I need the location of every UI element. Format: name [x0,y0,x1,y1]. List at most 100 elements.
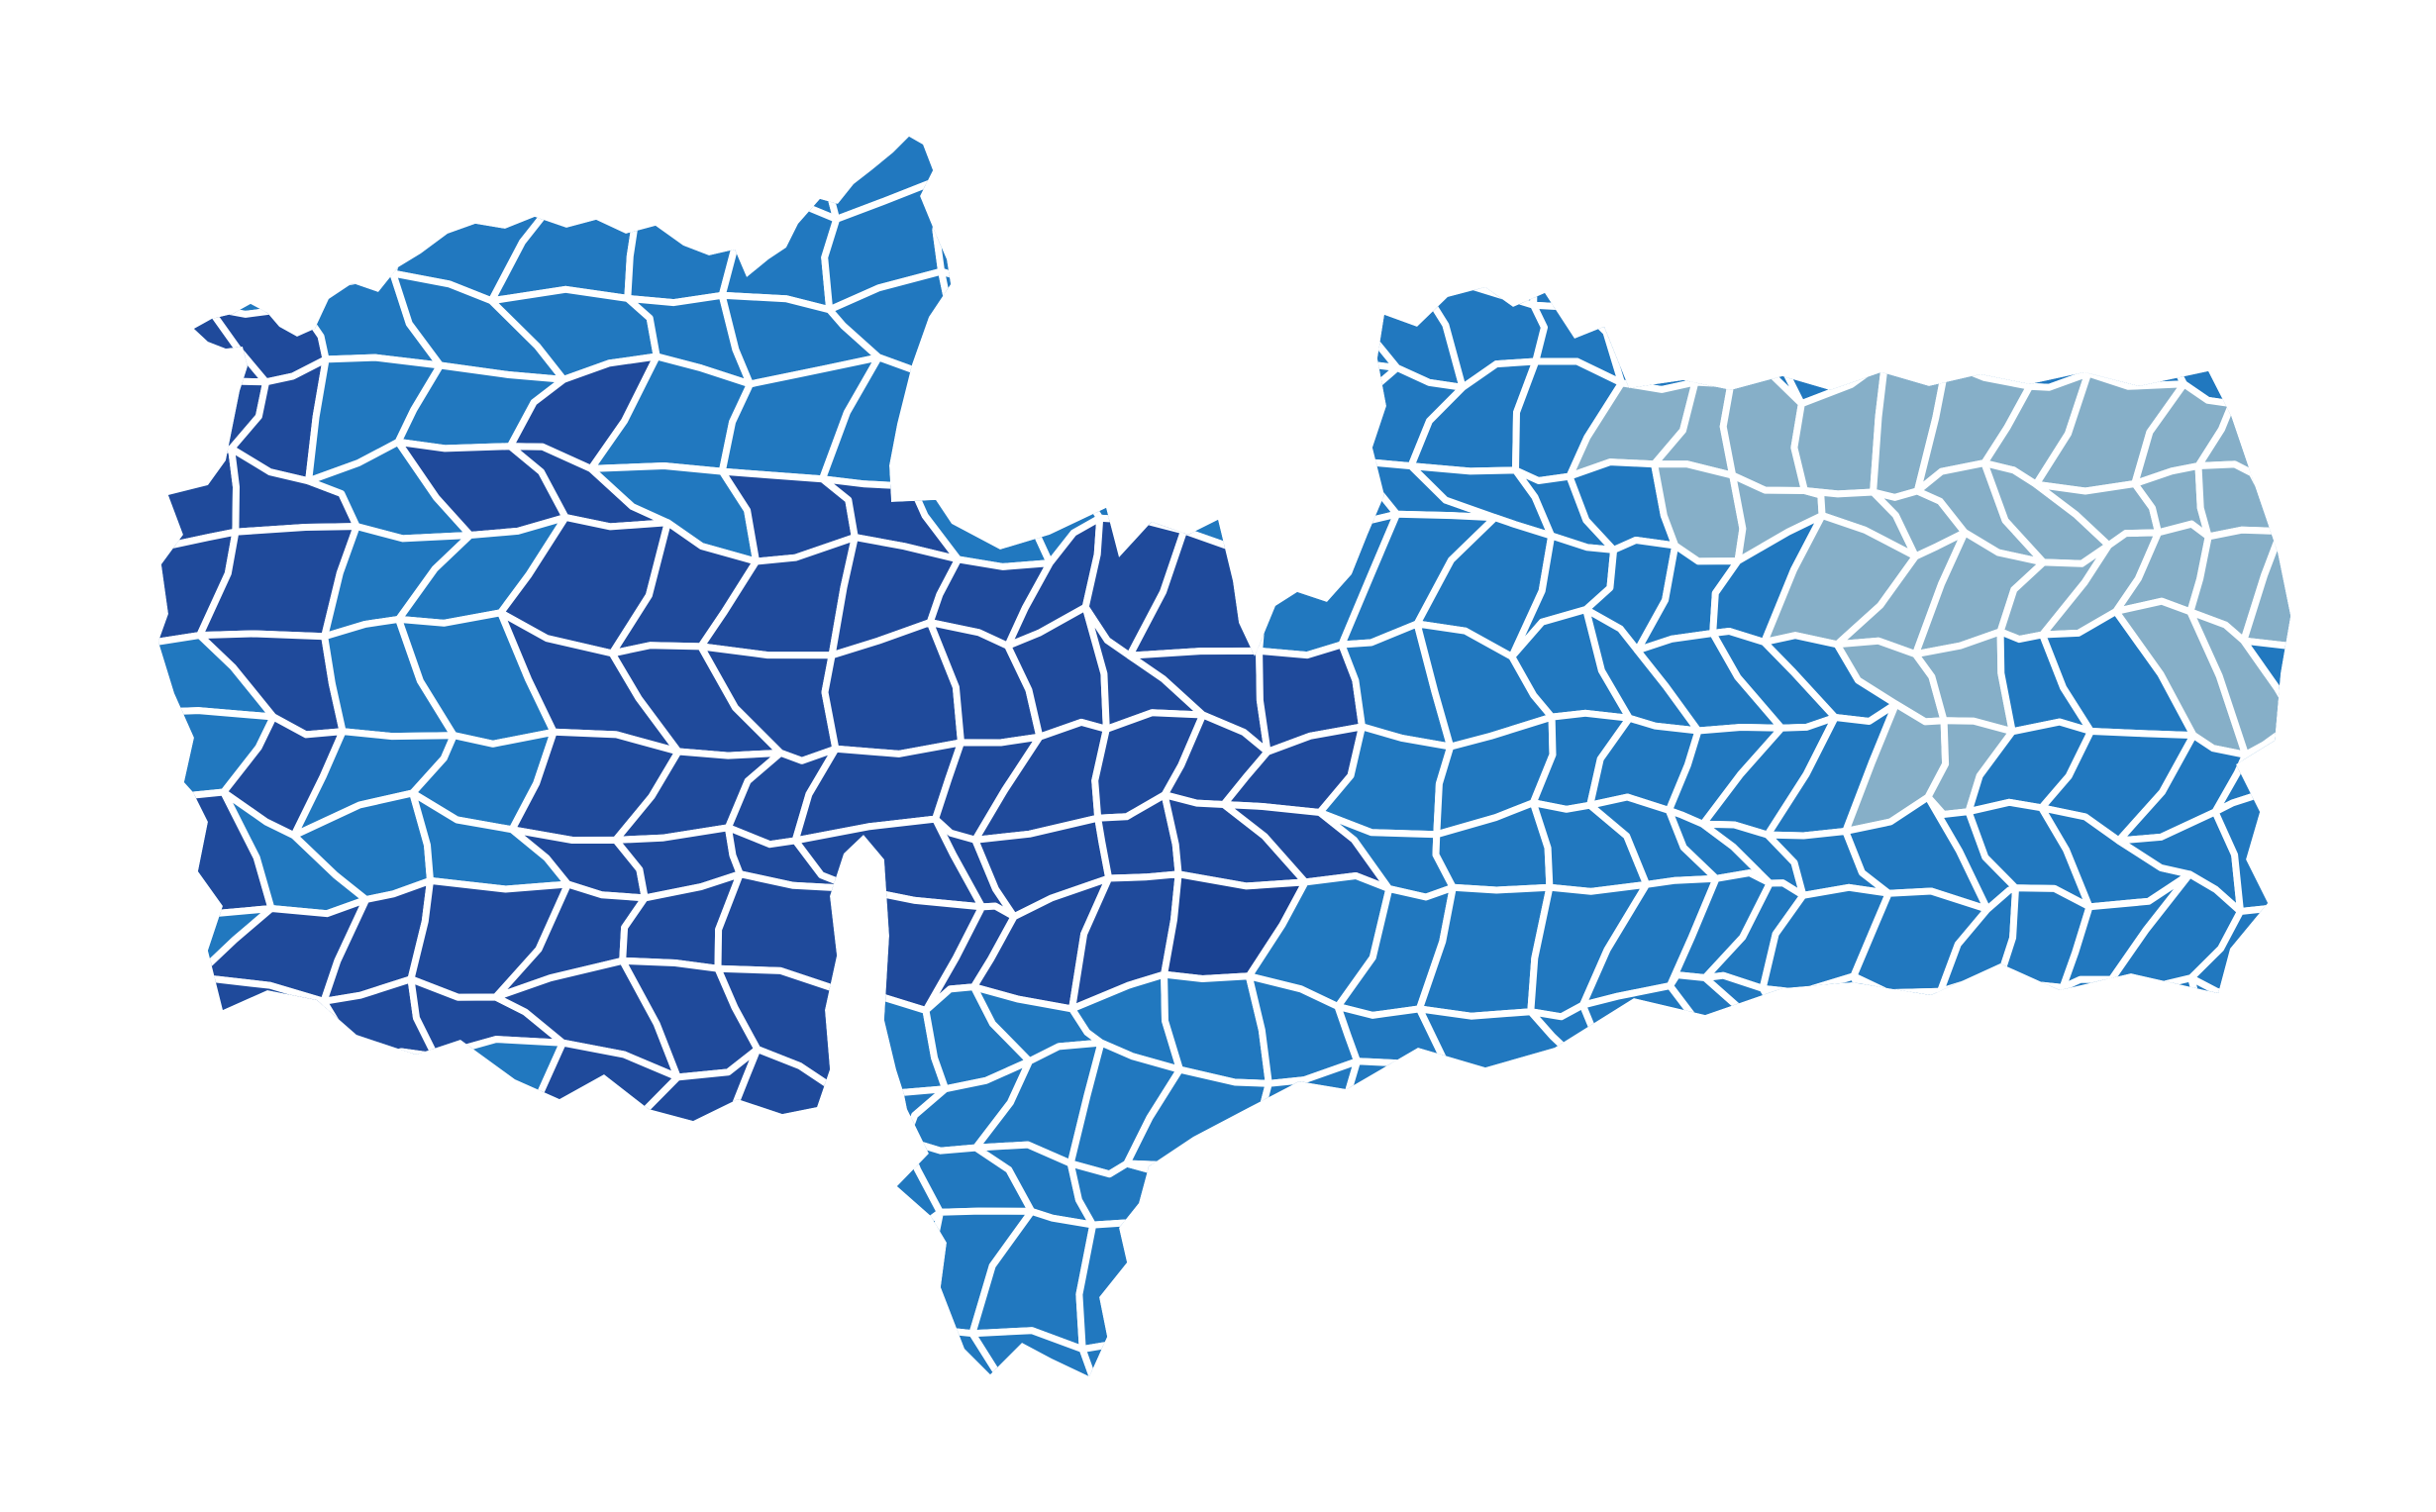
municipality-cell [840,1137,944,1255]
municipality-cell [1142,356,1272,495]
municipality-cell [2140,1206,2242,1333]
municipality-cell [1044,137,1171,198]
municipality-cell [187,1056,364,1176]
municipality-cell [2107,974,2225,1095]
municipality-cell [1445,1204,1573,1318]
municipality-cell [999,190,1126,316]
municipality-cell [1253,1309,1384,1376]
municipality-cell [938,267,1057,406]
municipality-cell [1054,449,1188,535]
municipality-cell [2069,1154,2175,1254]
municipality-cell [205,201,330,318]
municipality-cell [1864,290,1951,375]
municipality-cell [2272,1228,2290,1330]
municipality-cell [528,1297,665,1376]
municipality-cell [417,1143,572,1251]
municipality-cell [1530,167,1609,311]
municipality-cell [1999,1120,2126,1254]
municipality-cell [1128,1320,1291,1376]
municipality-cell [415,1297,559,1376]
municipality-cell [1253,1204,1382,1343]
municipality-cell [1584,1059,1725,1168]
municipality-cell [1417,137,1546,217]
municipality-cell [2153,1135,2242,1220]
municipality-cell [1226,354,1401,495]
municipality-cell [968,1327,1109,1376]
municipality-cell [2069,1053,2174,1175]
municipality-cell [1933,1120,2034,1250]
municipality-cell [158,445,240,551]
municipality-cell [312,1048,440,1159]
municipality-cell [2187,974,2281,1095]
municipality-cell [1844,137,1963,221]
municipality-cell [599,1118,787,1233]
municipality-cell [2135,192,2250,310]
municipality-cell [221,1211,372,1327]
municipality-cell [1962,172,2081,306]
municipality-cell [158,137,253,219]
municipality-cell [291,1312,462,1376]
municipality-cell [1531,1050,1627,1168]
municipality-cells [158,137,2290,1376]
municipality-cell [1663,1043,1785,1176]
municipality-cell [1075,1203,1206,1354]
municipality-cell [2166,1313,2284,1376]
municipality-cell [2237,1073,2290,1142]
municipality-cell [2032,201,2183,317]
municipality-cell [2237,1126,2290,1256]
municipality-cell [1796,1301,1894,1376]
municipality-cell [1567,195,1713,300]
municipality-cell [932,173,1044,305]
municipality-cell [1698,1301,1805,1376]
municipality-cell [1759,972,1884,1062]
municipality-cell [1673,277,1738,387]
municipality-cell [1908,137,2039,221]
municipality-cell [2152,1060,2225,1175]
municipality-cell [1663,1129,1769,1255]
municipality-cell [2265,257,2290,374]
municipality-cell [1990,1314,2079,1376]
municipality-cell [1796,1208,1887,1345]
municipality-cell [1053,182,1171,314]
municipality-cell [1990,1216,2126,1329]
municipality-cell [2140,1312,2234,1376]
municipality-cell [1161,286,1272,367]
municipality-cell [938,137,1044,211]
municipality-cell [627,1217,787,1339]
municipality-cell [1970,137,2081,225]
municipality-cell [1850,972,1949,1089]
municipality-cell [1721,1123,1823,1255]
municipality-cell [528,1202,686,1324]
municipality-cell [2259,718,2290,798]
municipality-cell [2051,1312,2198,1376]
municipality-cell [2059,975,2174,1068]
municipality-cell [2251,984,2290,1090]
municipality-cell [2251,896,2290,1010]
municipality-cell [1781,137,1931,219]
municipality-cell [2202,273,2283,408]
municipality-cell [1416,167,1544,309]
municipality-cell [419,137,562,200]
municipality-cell [2166,1212,2284,1333]
municipality-cell [1053,302,1215,400]
municipality-cell [1698,1208,1823,1350]
municipality-cell [1939,172,2039,299]
municipality-cell [1054,356,1215,463]
municipality-cell [1938,276,2034,390]
municipality-cell [1328,1239,1464,1318]
municipality-cell [1012,354,1111,470]
municipality-cell [2191,1127,2283,1236]
municipality-cell [158,1040,239,1176]
municipality-cell [1231,1159,1382,1253]
municipality-cell [2168,137,2290,200]
municipality-cell [519,137,642,213]
municipality-cell [1229,190,1368,294]
municipality-cell [1864,198,1963,316]
municipality-cell [1448,1296,1566,1376]
municipality-cell [1418,1050,1574,1138]
municipality-cell [1877,1049,1954,1148]
municipality-cell [718,188,841,314]
municipality-cell [1161,183,1265,314]
